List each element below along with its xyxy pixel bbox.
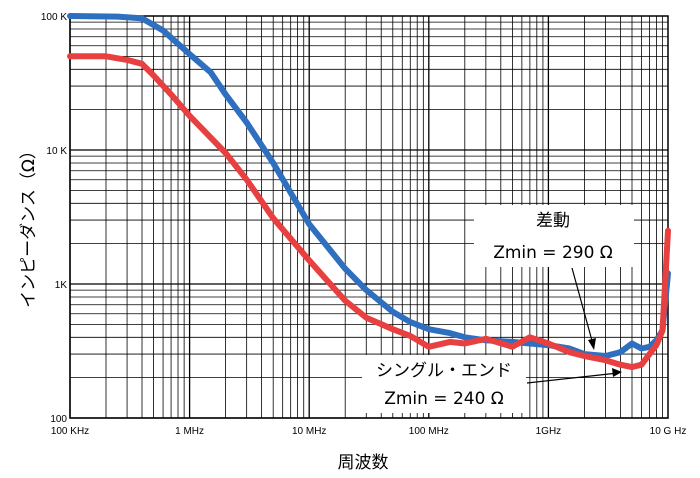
x-tick-label: 10 MHz [292,426,326,437]
series-line-1 [67,13,671,359]
annotation-single-zmin: Zmin = 240 Ω [384,389,504,409]
plot-frame [69,15,669,419]
annotation-diff-arrowhead [588,338,596,350]
y-tick-label: 100 [50,414,67,425]
annotation-single-arrow [526,372,619,384]
x-tick-label: 10 G Hz [650,426,687,437]
annotation-single-box [362,355,526,413]
y-tick-label: 100 K [41,12,67,23]
tick-labels: 100 KHz 1 MHz 10 MHz 100 MHz 1GHz 10 G Hz 100 1… [41,12,686,437]
x-tick-label: 1 MHz [175,426,204,437]
y-axis-label: インピーダンス（Ω） [19,142,39,308]
annotation-single-title: シングル・エンド [376,361,512,381]
series-line-2 [67,53,671,371]
annotation-diff-box [474,205,634,267]
x-tick-label: 100 MHz [409,426,449,437]
x-axis-label: 周波数 [338,453,389,473]
annotation-single-arrowhead [612,368,622,377]
annotations: 差動 Zmin = 290 Ω シングル・エンド Zmin = 240 Ω [362,205,634,413]
x-tick-label: 100 KHz [51,426,89,437]
annotation-diff-zmin: Zmin = 290 Ω [493,243,613,263]
annotation-diff-arrow [571,267,595,349]
y-tick-label: 1K [55,280,68,291]
x-tick-label: 1GHz [536,426,562,437]
series-layer [67,13,671,371]
annotation-diff-title: 差動 [536,211,570,231]
y-tick-label: 10 K [46,146,67,157]
